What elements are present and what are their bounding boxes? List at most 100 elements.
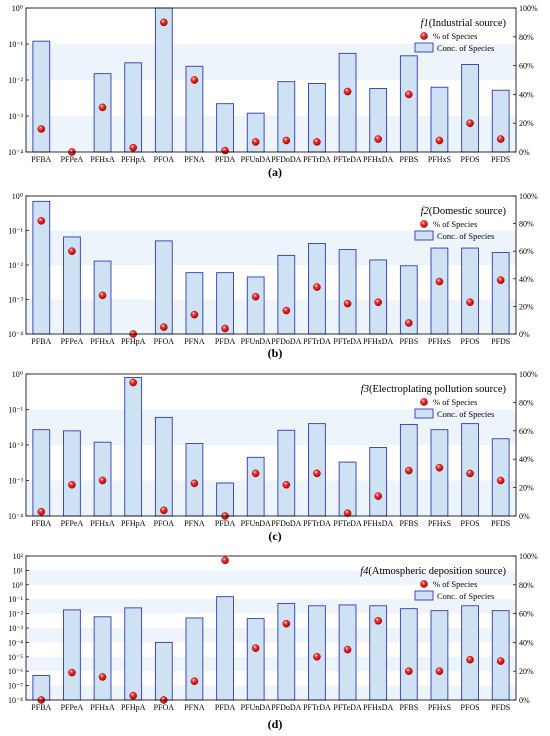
bar-PFBS [399, 55, 418, 153]
bar-PFTeDA [338, 52, 357, 153]
bar-PFHxS [430, 247, 449, 335]
point-PFDA [221, 556, 229, 565]
category-label: PFDoDA [271, 519, 301, 528]
point-PFNA [190, 310, 199, 319]
category-label: PFTrDA [303, 519, 331, 528]
point-PFHxA [98, 476, 107, 485]
category-label: PFDS [491, 155, 510, 164]
legend-bar-label: Conc. of Species [437, 43, 494, 53]
point-PFTeDA [343, 509, 352, 517]
left-tick-label: 10⁻¹ [8, 406, 23, 415]
point-PFDS [496, 135, 505, 143]
category-label: PFPeA [61, 703, 84, 712]
bar-PFDA [216, 482, 234, 517]
point-PFDS [496, 476, 505, 485]
point-PFBS [405, 466, 413, 475]
category-label: PFUnDA [241, 337, 271, 346]
category-label: PFDA [215, 519, 236, 528]
bar-PFBS [399, 608, 418, 701]
legend-point-label: % of Species [433, 397, 477, 407]
category-label: PFHxS [428, 703, 451, 712]
legend-bar-marker [414, 42, 434, 53]
category-label: PFUnDA [241, 519, 271, 528]
legend-bar-marker [414, 590, 434, 601]
right-tick-label: 60% [519, 62, 534, 71]
background-band [26, 570, 516, 585]
category-label: PFTrDA [303, 155, 331, 164]
legend-point-marker [420, 398, 428, 406]
point-PFOS [466, 469, 474, 478]
bar-PFHxS [430, 610, 449, 701]
category-label: PFOA [154, 519, 175, 528]
category-label: PFOS [461, 519, 480, 528]
left-tick-label: 10⁻⁸ [8, 696, 23, 705]
category-label: PFHxS [428, 337, 451, 346]
bar-PFOS [461, 247, 479, 335]
left-tick-label: 10⁻² [8, 441, 23, 450]
point-PFHxA [98, 103, 107, 112]
point-PFOA [160, 506, 168, 515]
background-band [26, 628, 516, 643]
category-label: PFTeDA [333, 703, 362, 712]
point-PFBA [37, 217, 46, 225]
panel-title-rest: (Atmospheric deposition source) [368, 566, 506, 577]
point-PFDoDA [282, 136, 291, 145]
category-label: PFBA [31, 703, 51, 712]
bar-PFOA [154, 240, 173, 335]
left-tick-label: 10⁻⁴ [8, 638, 23, 647]
point-PFHpA [129, 691, 137, 700]
right-tick-label: 60% [519, 247, 534, 256]
right-tick-label: 80% [519, 581, 534, 590]
panel-title-prefix: f1 [421, 18, 429, 29]
point-PFTeDA [343, 87, 352, 96]
left-tick-label: 10⁰ [12, 581, 23, 590]
bar-PFHxA [93, 73, 112, 153]
bar-PFHpA [124, 62, 143, 153]
category-label: PFPeA [61, 155, 84, 164]
point-PFBA [37, 507, 46, 516]
category-label: PFDS [491, 337, 510, 346]
bar-PFOA [154, 7, 173, 153]
bar-PFTeDA [338, 249, 357, 335]
bar-PFDoDA [277, 429, 296, 517]
point-PFHxA [98, 291, 107, 300]
category-label: PFHxDA [363, 519, 393, 528]
category-label: PFDA [215, 703, 236, 712]
right-tick-label: 80% [519, 33, 534, 42]
point-PFNA [190, 76, 199, 84]
legend-bar-marker [414, 408, 434, 419]
bar-PFUnDA [246, 276, 265, 335]
point-PFOA [160, 323, 168, 331]
bar-PFHxS [430, 429, 449, 517]
category-label: PFHxA [90, 337, 115, 346]
category-label: PFBA [31, 155, 51, 164]
right-tick-label: 80% [519, 220, 534, 229]
bar-PFUnDA [246, 112, 265, 153]
right-tick-label: 60% [519, 610, 534, 619]
legend-point-marker [420, 220, 428, 228]
panel-2: 10⁻⁴ 10⁻³ 10⁻² 10⁻¹ 10⁰ 0% 20% 40% 60% 80% 100% PFB… [8, 192, 538, 360]
category-label: PFBA [31, 519, 51, 528]
point-PFHpA [129, 378, 137, 387]
background-band [26, 656, 516, 672]
category-label: PFOS [461, 337, 480, 346]
point-PFBS [405, 667, 413, 676]
category-label: PFTrDA [303, 703, 331, 712]
left-tick-label: 10⁻⁷ [8, 682, 23, 691]
category-label: PFHpA [121, 519, 146, 528]
category-label: PFDS [491, 519, 510, 528]
right-tick-label: 0% [519, 696, 530, 705]
panel-label: (d) [268, 717, 283, 731]
category-label: PFHpA [121, 703, 146, 712]
category-label: PFNA [184, 519, 205, 528]
bar-PFBA [32, 429, 51, 517]
left-tick-label: 10⁻³ [8, 477, 23, 486]
left-tick-label: 10⁻¹ [8, 40, 23, 49]
panel-title: f2(Domestic source) [421, 206, 507, 217]
category-label: PFHxA [90, 703, 115, 712]
left-tick-label: 10⁻⁴ [8, 148, 23, 157]
bar-PFDA [216, 596, 234, 701]
category-label: PFBS [399, 155, 418, 164]
point-PFPeA [68, 247, 76, 255]
